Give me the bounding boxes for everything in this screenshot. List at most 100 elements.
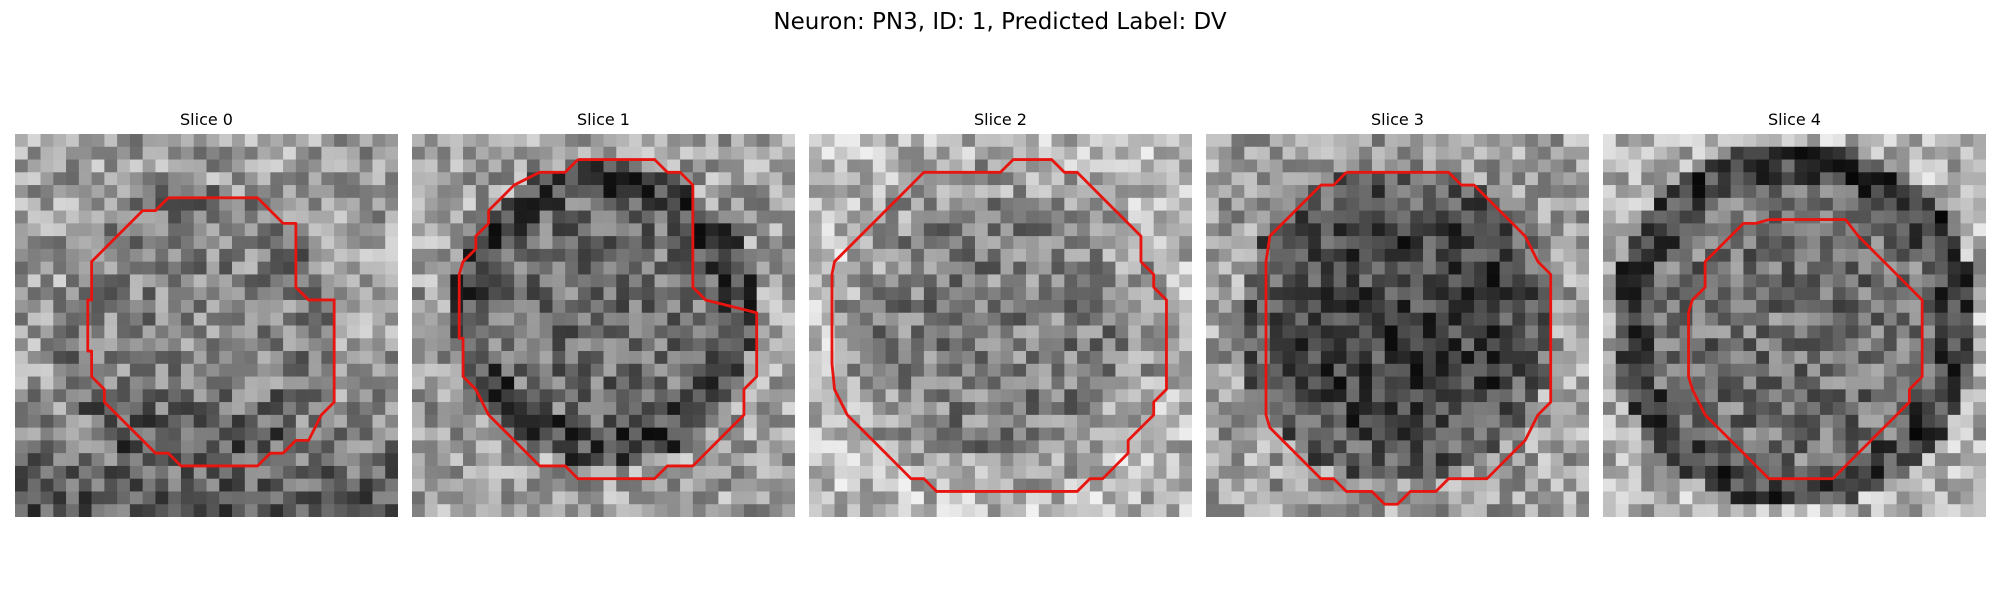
pixel [27,414,41,428]
pixel [1308,402,1322,416]
pixel [117,376,131,390]
pixel [66,363,80,377]
pixel [40,210,54,224]
pixel [1397,376,1411,390]
pixel [769,159,783,173]
pixel [1499,440,1513,454]
pixel [1845,504,1859,517]
pixel [321,223,335,237]
pixel [424,504,438,517]
pixel [346,236,360,250]
pixel [769,427,783,441]
pixel [1794,146,1808,160]
pixel [1371,351,1385,365]
pixel [66,414,80,428]
pixel [872,414,886,428]
pixel [680,453,694,467]
pixel [1679,146,1693,160]
pixel [91,197,105,211]
pixel [346,172,360,186]
pixel [834,159,848,173]
pixel [1333,236,1347,250]
pixel [1218,351,1232,365]
pixel [1218,376,1232,390]
pixel [1550,440,1564,454]
pixel [603,146,617,160]
pixel [244,440,258,454]
pixel [629,248,643,262]
pixel [1960,338,1974,352]
pixel [1333,287,1347,301]
pixel [834,427,848,441]
pixel [590,465,604,479]
pixel [1756,402,1770,416]
pixel [1089,325,1103,339]
pixel [450,376,464,390]
pixel [321,504,335,517]
pixel [385,440,398,454]
pixel [1371,402,1385,416]
pixel [1206,261,1220,275]
pixel [923,248,937,262]
pixel [526,325,540,339]
pixel [629,427,643,441]
pixel [359,453,373,467]
pixel [1743,197,1757,211]
pixel [1909,146,1923,160]
pixel [1295,248,1309,262]
pixel [654,427,668,441]
pixel [232,312,246,326]
pixel [463,504,477,517]
pixel [1257,299,1271,313]
pixel [1269,248,1283,262]
pixel [1947,325,1961,339]
pixel [1858,312,1872,326]
pixel [1922,453,1936,467]
pixel [1115,338,1129,352]
pixel [321,453,335,467]
pixel [949,504,963,517]
pixel [1499,427,1513,441]
pixel [667,376,681,390]
pixel [962,261,976,275]
pixel [1000,299,1014,313]
pixel [475,312,489,326]
pixel [1179,274,1192,288]
pixel [1153,402,1167,416]
pixel [1346,376,1360,390]
pixel [1166,312,1180,326]
pixel [424,363,438,377]
pixel [1768,261,1782,275]
pixel [1615,210,1629,224]
pixel [308,248,322,262]
pixel [27,185,41,199]
pixel [1947,440,1961,454]
pixel [1896,299,1910,313]
pixel [1666,389,1680,403]
pixel [705,338,719,352]
pixel [616,223,630,237]
pixel [27,248,41,262]
pixel [412,299,426,313]
pixel [53,389,67,403]
pixel [1743,287,1757,301]
pixel [782,299,795,313]
pixel [1064,465,1078,479]
pixel [1435,312,1449,326]
pixel [334,185,348,199]
pixel [1423,185,1437,199]
pixel [142,414,156,428]
pixel [168,185,182,199]
pixel [321,134,335,148]
pixel [1397,351,1411,365]
pixel [412,504,426,517]
pixel [1654,338,1668,352]
pixel [1282,453,1296,467]
pixel [641,210,655,224]
pixel [1603,427,1617,441]
pixel [1206,504,1220,517]
pixel [514,274,528,288]
pixel [117,287,131,301]
pixel [1448,478,1462,492]
pixel [885,134,899,148]
